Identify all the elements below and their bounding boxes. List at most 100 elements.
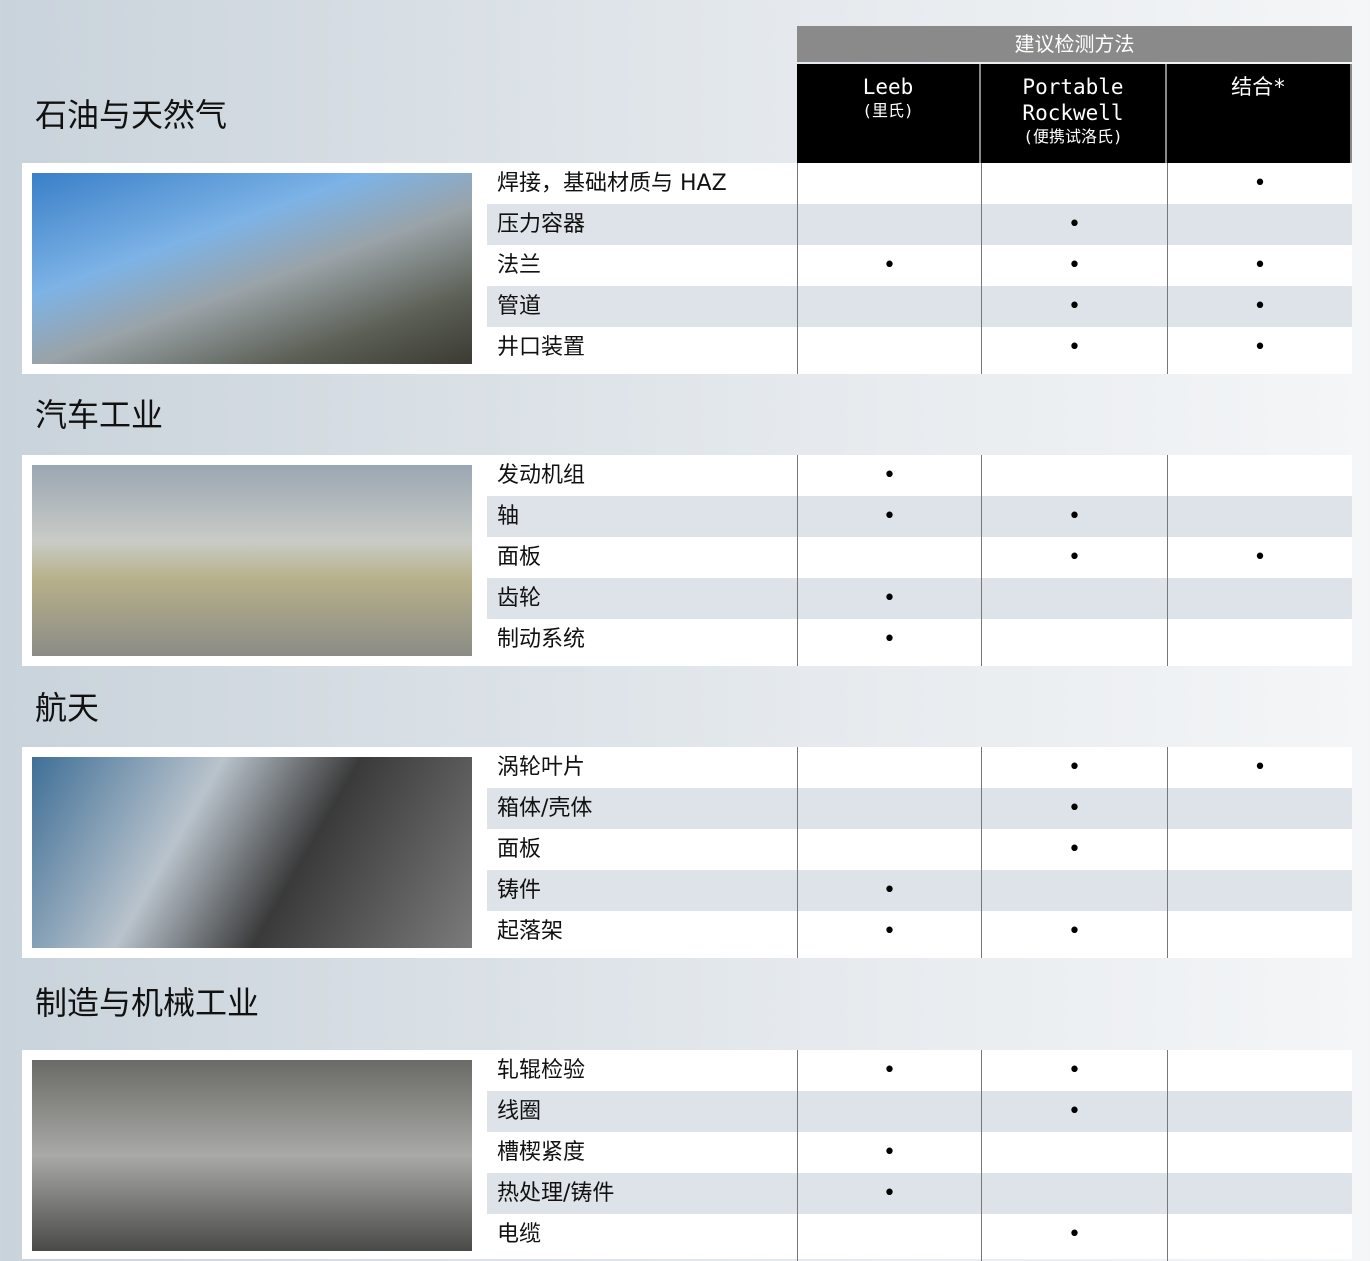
table-cell xyxy=(1167,829,1352,870)
table-cell: • xyxy=(981,747,1167,788)
section-image xyxy=(32,173,472,364)
table-row xyxy=(487,204,1352,245)
table-cell xyxy=(797,747,981,788)
row-label: 制动系统 xyxy=(497,627,586,652)
table-cell xyxy=(797,286,981,327)
table-cell xyxy=(797,327,981,374)
section-title: 航天 xyxy=(35,689,100,727)
row-label: 起落架 xyxy=(497,919,564,944)
row-label: 发动机组 xyxy=(497,463,586,488)
row-label: 槽楔紧度 xyxy=(497,1140,586,1165)
row-label: 压力容器 xyxy=(497,212,586,237)
row-label: 铸件 xyxy=(497,878,542,903)
table-cell: • xyxy=(1167,286,1352,327)
table-cell: • xyxy=(981,829,1167,870)
row-label: 轧辊检验 xyxy=(497,1058,586,1083)
table-cell: • xyxy=(797,911,981,958)
table-cell: • xyxy=(797,1050,981,1091)
table-cell: • xyxy=(981,911,1167,958)
table-cell xyxy=(797,204,981,245)
column-subtitle: (里氏) xyxy=(862,101,914,120)
table-cell xyxy=(1167,496,1352,537)
table-cell: • xyxy=(797,1173,981,1214)
section-image xyxy=(32,757,472,948)
table-cell: • xyxy=(1167,163,1352,204)
table-cell: • xyxy=(797,455,981,496)
table-cell xyxy=(981,619,1167,666)
table-row xyxy=(487,870,1352,911)
row-label: 轴 xyxy=(497,504,520,529)
table-cell xyxy=(1167,1214,1352,1261)
row-label: 井口装置 xyxy=(497,335,586,360)
table-cell xyxy=(1167,455,1352,496)
row-label: 箱体/壳体 xyxy=(497,796,593,821)
row-label: 电缆 xyxy=(497,1222,542,1247)
column-header: 结合* xyxy=(1167,64,1352,163)
table-cell: • xyxy=(981,537,1167,578)
row-label: 线圈 xyxy=(497,1099,542,1124)
section-image xyxy=(32,1060,472,1251)
table-cell xyxy=(1167,204,1352,245)
table-cell xyxy=(1167,1050,1352,1091)
column-header: Portable Rockwell (便携试洛氏) xyxy=(981,64,1167,163)
table-cell xyxy=(1167,870,1352,911)
table-cell: • xyxy=(981,204,1167,245)
table-cell xyxy=(797,829,981,870)
table-cell: • xyxy=(797,870,981,911)
table-cell xyxy=(797,788,981,829)
table-cell: • xyxy=(797,578,981,619)
section-title: 制造与机械工业 xyxy=(35,984,260,1022)
row-label: 涡轮叶片 xyxy=(497,755,586,780)
table-cell xyxy=(981,163,1167,204)
table-cell xyxy=(1167,1091,1352,1132)
table-cell: • xyxy=(797,1132,981,1173)
table-cell xyxy=(797,1214,981,1261)
column-name: 结合* xyxy=(1231,75,1286,99)
table-cell xyxy=(1167,788,1352,829)
row-label: 面板 xyxy=(497,837,542,862)
column-name: Portable xyxy=(1022,75,1124,99)
table-row xyxy=(487,788,1352,829)
table-cell: • xyxy=(797,619,981,666)
table-cell: • xyxy=(797,245,981,286)
table-cell xyxy=(1167,1132,1352,1173)
table-cell xyxy=(1167,1173,1352,1214)
table-cell xyxy=(981,455,1167,496)
table-cell xyxy=(797,163,981,204)
table-cell xyxy=(1167,578,1352,619)
table-row xyxy=(487,1091,1352,1132)
column-name: Leeb xyxy=(862,75,914,99)
table-row xyxy=(487,496,1352,537)
column-header: Leeb (里氏) xyxy=(797,64,981,163)
row-label: 齿轮 xyxy=(497,586,542,611)
row-label: 法兰 xyxy=(497,253,542,278)
table-cell xyxy=(797,537,981,578)
section-title: 汽车工业 xyxy=(35,396,164,434)
column-subtitle: (便携试洛氏) xyxy=(1023,127,1123,146)
table-cell: • xyxy=(981,788,1167,829)
table-row xyxy=(487,286,1352,327)
column-name: Rockwell xyxy=(1022,101,1124,125)
table-cell: • xyxy=(797,496,981,537)
method-title: 建议检测方法 xyxy=(797,26,1352,62)
row-label: 管道 xyxy=(497,294,542,319)
table-cell: • xyxy=(981,245,1167,286)
table-cell: • xyxy=(981,1214,1167,1261)
section-image xyxy=(32,465,472,656)
table-cell: • xyxy=(981,286,1167,327)
table-cell: • xyxy=(1167,537,1352,578)
row-label: 焊接，基础材质与 HAZ xyxy=(497,171,727,196)
table-cell xyxy=(797,1091,981,1132)
table-cell: • xyxy=(1167,747,1352,788)
table-cell: • xyxy=(981,1050,1167,1091)
section-title: 石油与天然气 xyxy=(35,96,228,134)
table-cell: • xyxy=(981,496,1167,537)
table-cell xyxy=(981,578,1167,619)
table-row xyxy=(487,578,1352,619)
table-cell xyxy=(981,1173,1167,1214)
table-cell: • xyxy=(981,1091,1167,1132)
row-label: 热处理/铸件 xyxy=(497,1181,615,1206)
row-label: 面板 xyxy=(497,545,542,570)
table-row xyxy=(487,1173,1352,1214)
